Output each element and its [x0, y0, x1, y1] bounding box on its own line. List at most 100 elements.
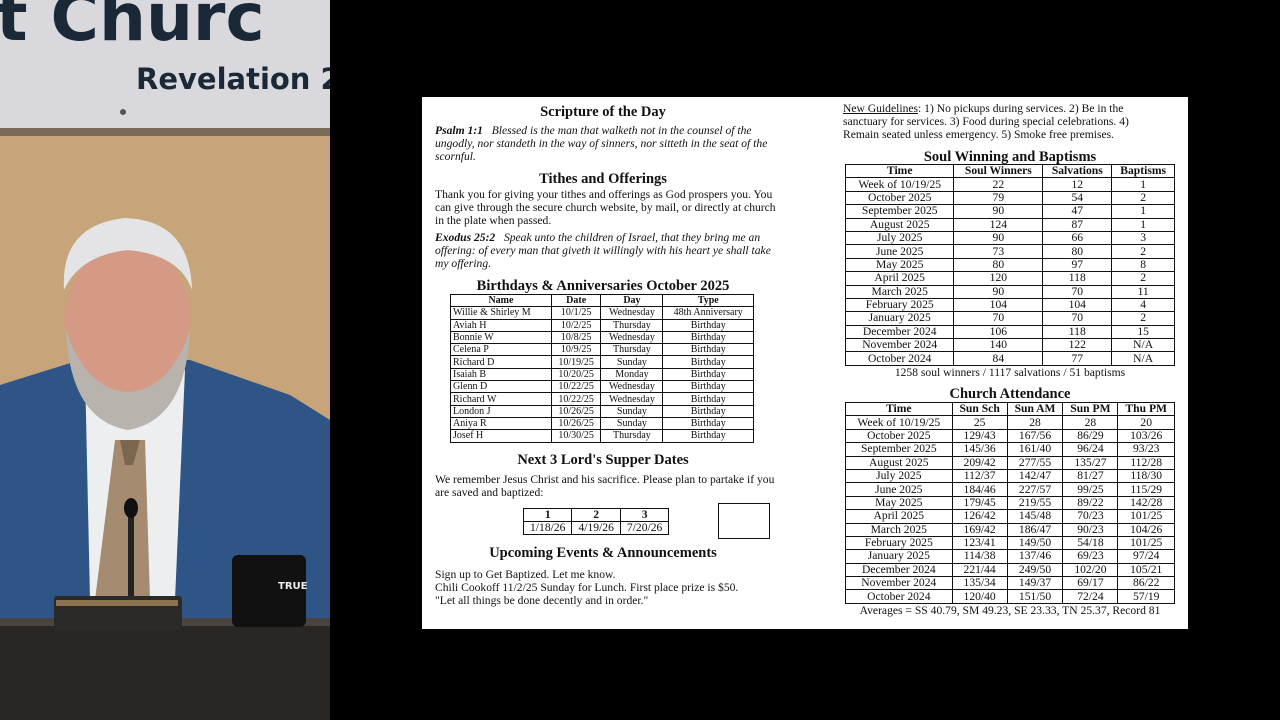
table-cell: 186/47 — [1006, 522, 1064, 537]
table-cell: London J — [450, 404, 552, 418]
column-header: Sun Sch — [951, 401, 1008, 417]
table-cell: 90/23 — [1062, 522, 1119, 537]
verse-ref: Exodus 25:2 — [435, 231, 496, 244]
table-cell: Week of 10/19/25 — [844, 177, 955, 192]
table-cell: July 2025 — [845, 468, 953, 484]
table-cell: 99/25 — [1062, 482, 1119, 497]
bible-pages — [56, 600, 178, 606]
table-cell: November 2024 — [844, 338, 955, 353]
table-cell: February 2025 — [844, 297, 955, 313]
table-cell: April 2025 — [844, 271, 955, 286]
mug-text: TRUE — [278, 581, 308, 592]
table-cell: 3 — [1111, 230, 1175, 246]
table-cell: 47 — [1042, 204, 1113, 219]
table-cell: August 2025 — [844, 217, 955, 232]
table-cell: 142/28 — [1117, 495, 1175, 511]
table-cell: 90 — [953, 204, 1044, 219]
tithes-text: Thank you for giving your tithes and off… — [435, 188, 776, 228]
table-cell: 105/21 — [1117, 562, 1175, 578]
hair — [63, 218, 193, 290]
table-row: January 2025 114/38 137/46 69/23 97/24 — [845, 549, 1175, 564]
table-cell: 122 — [1042, 338, 1113, 353]
table-cell: 2 — [1111, 271, 1175, 286]
section-title: Soul Winning and Baptisms — [923, 149, 1097, 165]
table-cell: 97 — [1042, 257, 1113, 273]
table-cell: October 2024 — [845, 589, 953, 604]
table-cell: 120/40 — [951, 589, 1008, 604]
table-cell: 104 — [953, 297, 1044, 313]
table-row: May 2025 80 97 8 — [844, 257, 1175, 273]
table-cell: October 2024 — [844, 351, 955, 366]
table-row: Isaiah B 10/20/25 Monday Birthday — [450, 367, 754, 382]
table-cell: 149/37 — [1006, 576, 1064, 591]
event-line: Sign up to Get Baptized. Let me know. — [435, 568, 616, 581]
column-header: 1 — [522, 508, 573, 522]
table-row: August 2025 209/42 277/55 135/27 112/28 — [845, 455, 1175, 470]
table-cell: 142/47 — [1006, 468, 1064, 484]
table-cell: January 2025 — [844, 311, 955, 326]
table-cell: 77 — [1042, 351, 1113, 366]
table-cell: October 2025 — [844, 190, 955, 206]
table-row: Josef H 10/30/25 Thursday Birthday — [450, 429, 754, 443]
table-cell: December 2024 — [844, 324, 955, 340]
table-cell: 118 — [1042, 324, 1113, 340]
table-cell: 11 — [1111, 284, 1175, 299]
column-header: Salvations — [1042, 163, 1113, 179]
table-row: Celena P 10/9/25 Thursday Birthday — [450, 343, 754, 357]
table-cell: Aniya R — [450, 416, 552, 431]
table-cell: 104/26 — [1117, 522, 1175, 537]
table-cell: 90 — [953, 230, 1044, 246]
table-cell: 1 — [1111, 204, 1175, 219]
verse-ref: Psalm 1:1 — [435, 124, 483, 137]
podium — [0, 622, 330, 720]
table-cell: 22 — [953, 177, 1044, 192]
table-cell: 10/2/25 — [550, 318, 602, 332]
table-row: March 2025 90 70 11 — [844, 284, 1175, 299]
video-feed: t Churc Revelation 2 TRUE — [0, 0, 330, 720]
table-cell: May 2025 — [844, 257, 955, 273]
table-cell: 87 — [1042, 217, 1113, 232]
table-cell: 118 — [1042, 271, 1113, 286]
table-cell: 7/20/26 — [619, 521, 670, 535]
table-cell: 97/24 — [1117, 549, 1175, 564]
column-header: Time — [845, 401, 953, 417]
table-cell: August 2025 — [845, 455, 953, 470]
table-cell: Richard W — [450, 392, 552, 406]
table-cell: 137/46 — [1006, 549, 1064, 564]
table-row: February 2025 104 104 4 — [844, 297, 1175, 313]
table-cell: 209/42 — [951, 455, 1008, 470]
table-cell: Wednesday — [600, 392, 664, 406]
table-cell: 145/48 — [1006, 509, 1064, 524]
table-cell: 101/25 — [1117, 509, 1175, 524]
verse-text: Blessed is the man that walketh not in t… — [435, 124, 768, 164]
table-cell: June 2025 — [844, 244, 955, 259]
table-cell: 118/30 — [1117, 468, 1175, 484]
mic-stand — [128, 500, 134, 600]
table-cell: 93/23 — [1117, 442, 1175, 457]
table-cell: 149/50 — [1006, 535, 1064, 551]
column-header: Type — [662, 293, 754, 308]
banner-line2: Revelation 2 — [136, 62, 330, 96]
table-cell: 112/37 — [951, 468, 1008, 484]
table-cell: 4 — [1111, 297, 1175, 313]
table-cell: Birthday — [662, 355, 754, 369]
table-cell: 1 — [1111, 217, 1175, 232]
table-cell: 10/26/25 — [550, 404, 602, 418]
table-cell: 10/20/25 — [550, 367, 602, 382]
table-cell: Isaiah B — [450, 367, 552, 382]
table-cell: Birthday — [662, 330, 754, 345]
table-row: August 2025 124 87 1 — [844, 217, 1175, 232]
table-cell: 277/55 — [1006, 455, 1064, 470]
table-cell: 10/26/25 — [550, 416, 602, 431]
table-row: 1/18/26 4/19/26 7/20/26 — [522, 521, 670, 535]
column-header: 3 — [619, 508, 670, 522]
table-cell: 104 — [1042, 297, 1113, 313]
table-cell: 10/19/25 — [550, 355, 602, 369]
events: Sign up to Get Baptized. Let me know. Chi… — [435, 568, 777, 608]
beard — [66, 330, 190, 430]
table-cell: Richard D — [450, 355, 552, 369]
tithes-verse: Exodus 25:2 Speak unto the children of I… — [435, 231, 777, 271]
table-cell: 10/9/25 — [550, 343, 602, 357]
table-cell: Birthday — [662, 367, 754, 382]
column-header: Baptisms — [1111, 163, 1175, 179]
